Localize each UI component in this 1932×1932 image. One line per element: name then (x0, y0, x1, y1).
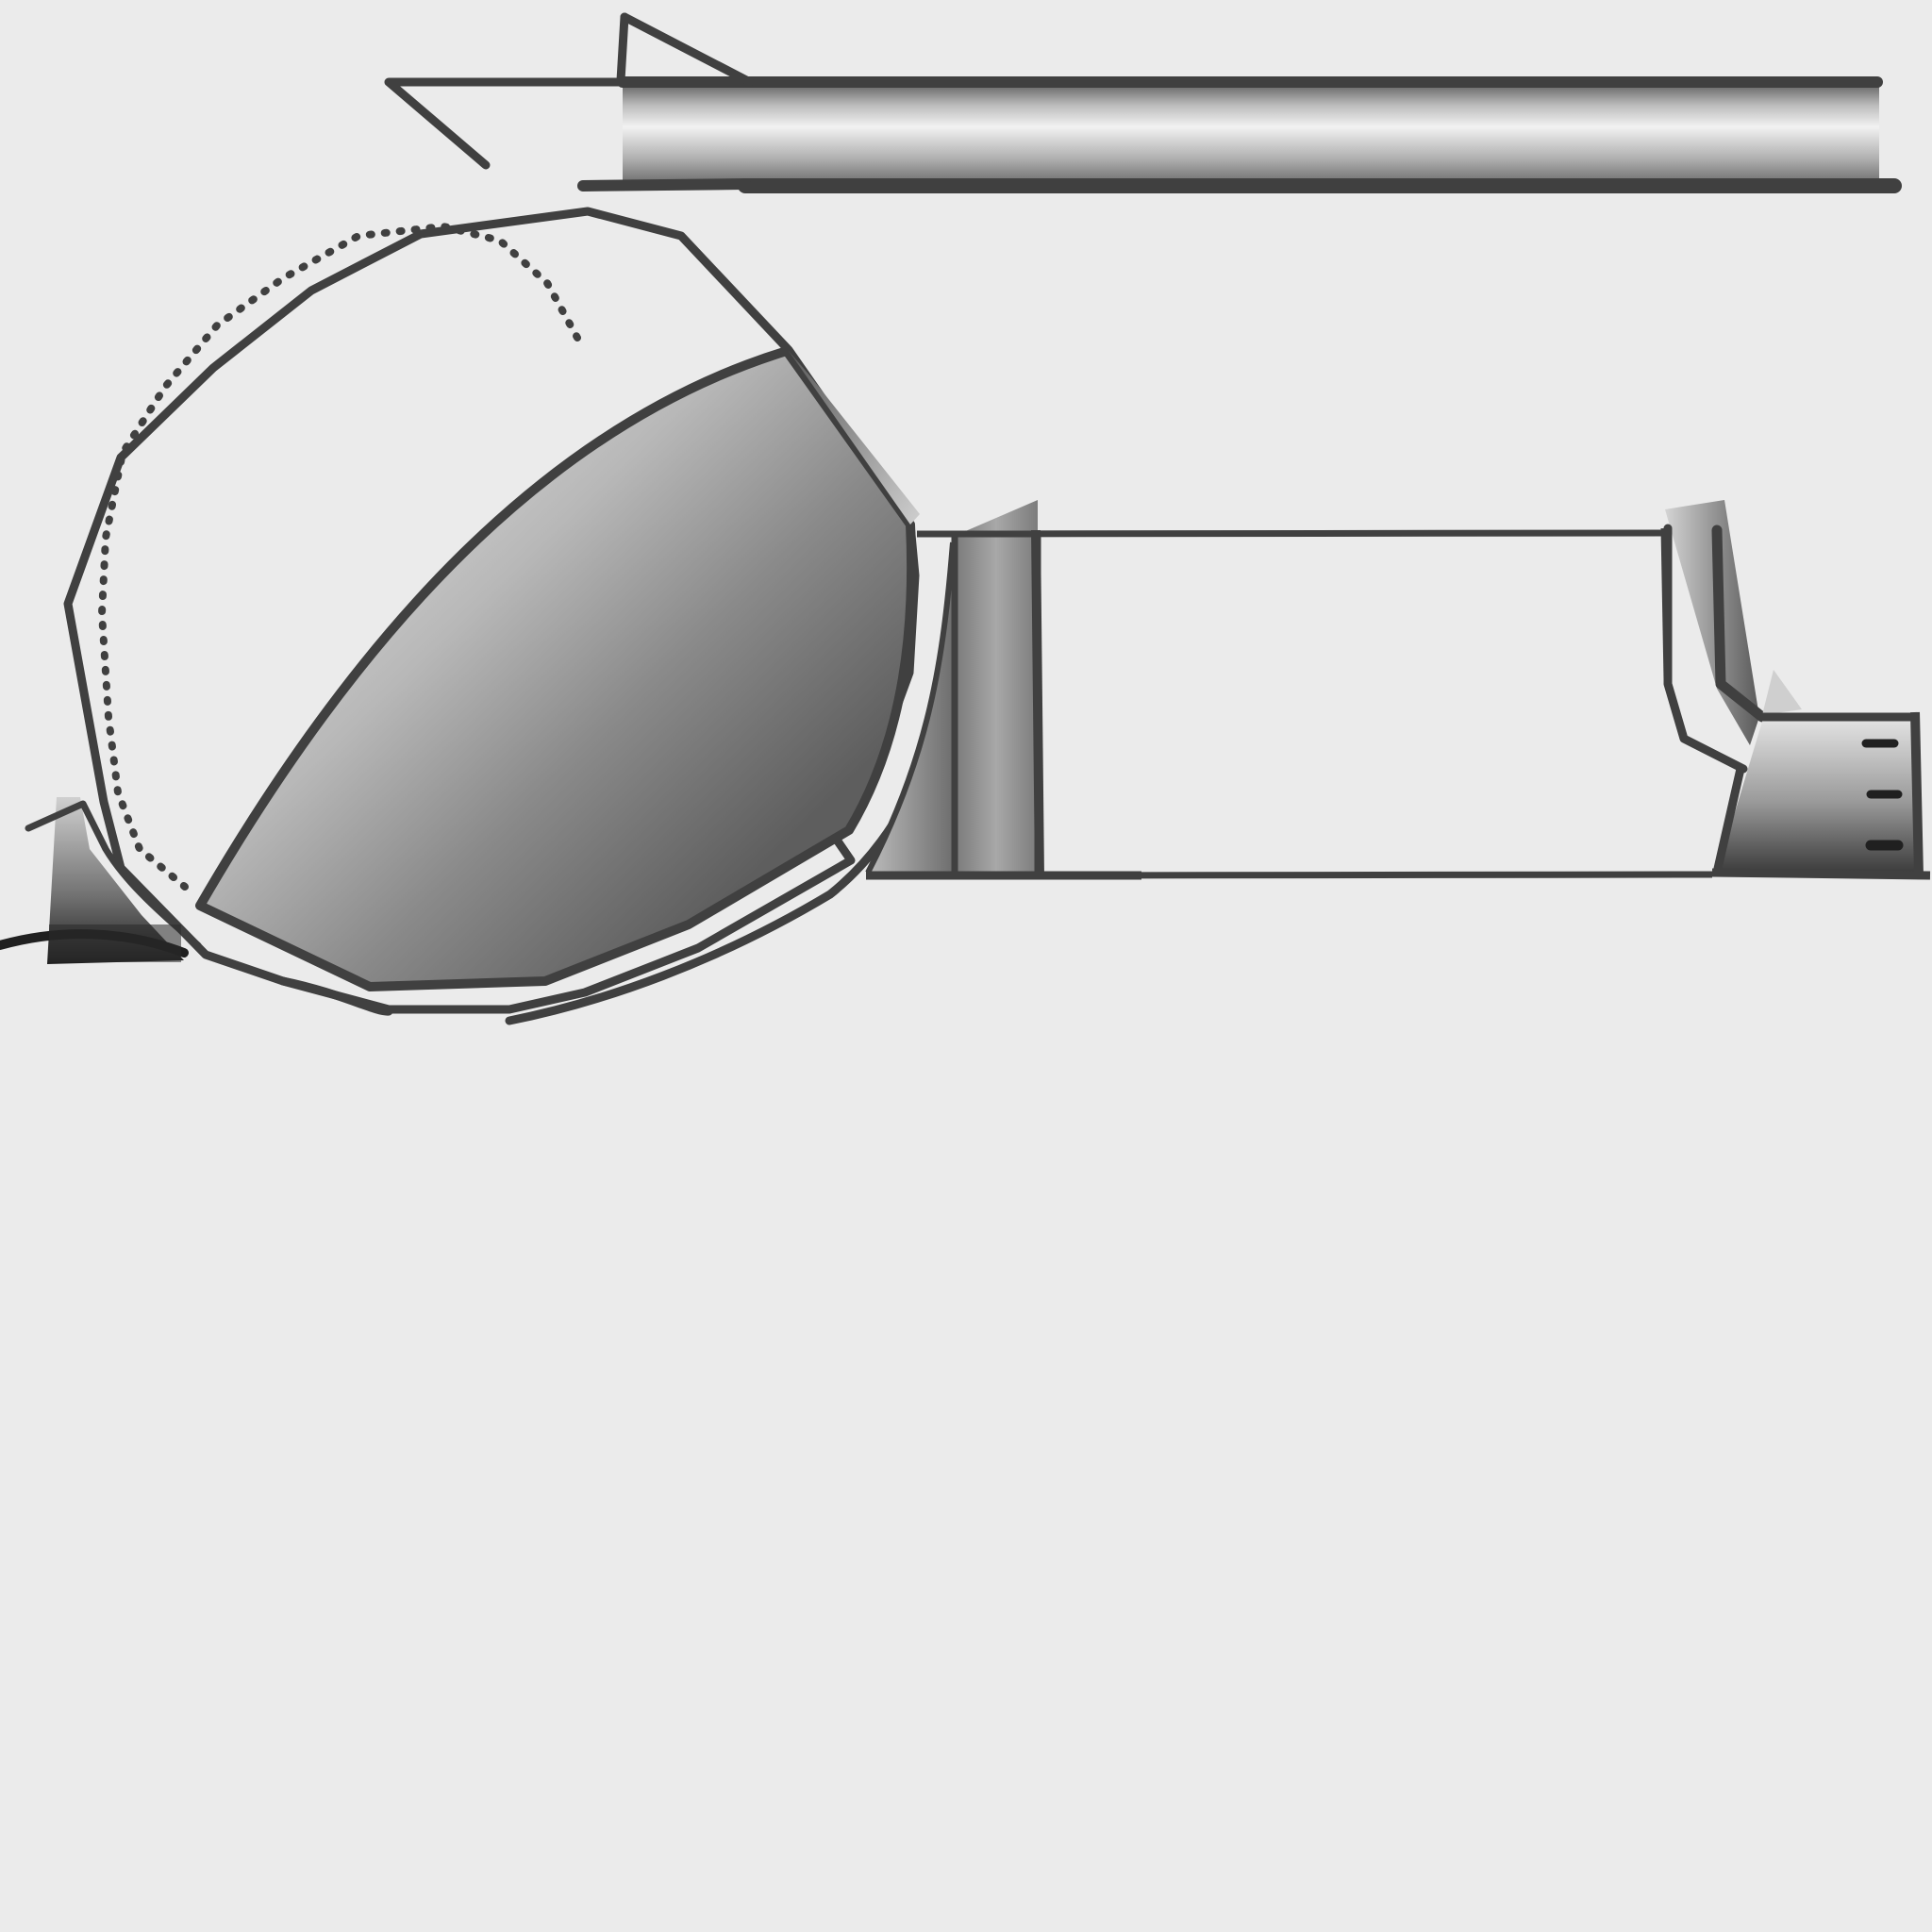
ruler-block-icon (1711, 670, 1931, 880)
hook-bracket-icon (1663, 500, 1768, 774)
ground-stub-icon (0, 797, 202, 964)
pillar-icon (865, 500, 1141, 880)
toolbar-bar-icon (617, 76, 1902, 193)
arrow-head-icon (384, 12, 755, 192)
shaded-wedge-icon (195, 346, 920, 991)
